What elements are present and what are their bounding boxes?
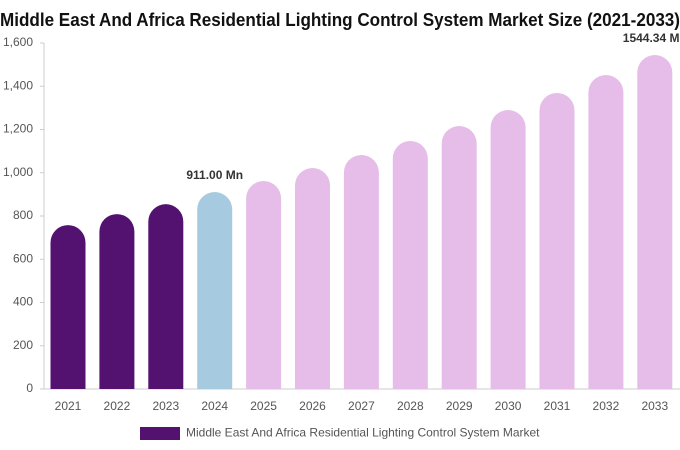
y-tick-label: 800 xyxy=(13,208,33,222)
x-tick-label: 2032 xyxy=(593,399,620,413)
y-tick-label: 200 xyxy=(13,338,33,352)
bar xyxy=(197,191,233,389)
x-tick-label: 2026 xyxy=(299,399,326,413)
bar xyxy=(539,92,575,389)
bar xyxy=(490,110,526,390)
bar xyxy=(50,225,86,389)
x-tick-label: 2029 xyxy=(446,399,473,413)
x-tick-label: 2024 xyxy=(201,399,228,413)
x-tick-label: 2027 xyxy=(348,399,375,413)
y-tick-label: 1,000 xyxy=(3,165,33,179)
y-tick-label: 1,200 xyxy=(3,122,33,136)
bar xyxy=(99,214,135,389)
bar xyxy=(246,180,282,389)
y-tick-label: 0 xyxy=(26,381,33,395)
x-tick-label: 2021 xyxy=(55,399,82,413)
legend-label: Middle East And Africa Residential Light… xyxy=(186,426,540,440)
x-tick-label: 2022 xyxy=(104,399,131,413)
bar xyxy=(588,75,624,389)
bar xyxy=(441,126,477,389)
y-tick-label: 1,600 xyxy=(3,35,33,49)
y-tick-label: 1,400 xyxy=(3,78,33,92)
y-tick-label: 400 xyxy=(13,295,33,309)
y-tick-label: 600 xyxy=(13,251,33,265)
bar xyxy=(343,155,379,389)
legend-swatch xyxy=(140,427,180,440)
bar xyxy=(637,55,673,390)
x-tick-label: 2023 xyxy=(152,399,179,413)
x-tick-label: 2028 xyxy=(397,399,424,413)
x-tick-label: 2030 xyxy=(495,399,522,413)
value-label: 1544.34 Mn xyxy=(623,31,680,45)
x-tick-label: 2033 xyxy=(641,399,668,413)
bar xyxy=(148,204,184,389)
bar xyxy=(392,140,428,389)
value-label: 911.00 Mn xyxy=(186,168,243,182)
x-tick-label: 2025 xyxy=(250,399,277,413)
bar xyxy=(295,167,330,389)
x-tick-label: 2031 xyxy=(544,399,571,413)
chart-title: Middle East And Africa Residential Light… xyxy=(0,10,680,30)
